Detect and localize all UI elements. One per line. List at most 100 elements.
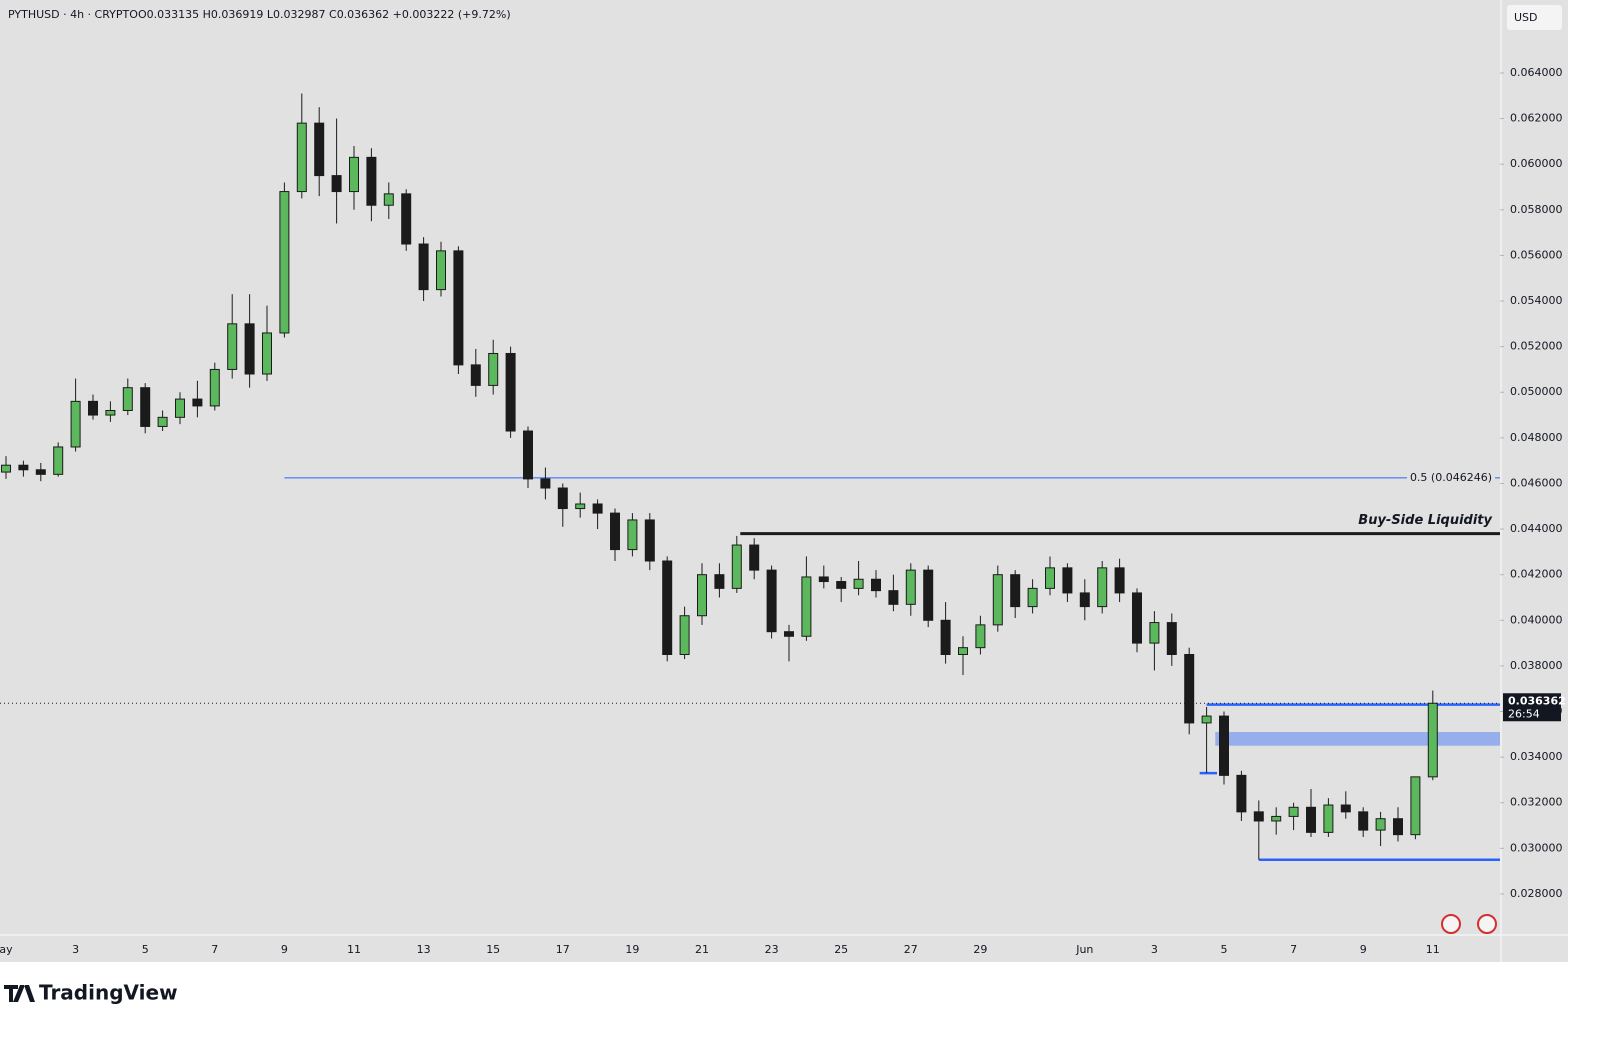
candle-body [1132,592,1142,644]
candle-body [958,647,968,655]
candle-body [1219,715,1229,776]
x-tick-label: 11 [1426,943,1440,956]
current-price-box [1503,693,1561,722]
candle-body [1358,811,1369,831]
candle-body [1027,587,1038,608]
x-tick-label: ay [0,943,13,956]
currency-button[interactable] [1507,5,1562,30]
y-tick-label: 0.030000 [1510,841,1563,854]
candle-body [1149,622,1160,644]
candle-body [1253,811,1264,822]
candle-body [1410,776,1421,836]
x-tick-label: 5 [1221,943,1228,956]
level-label: 0.5 (0.046246) [1410,471,1492,484]
candle-body [244,323,255,375]
candle-body [662,560,673,655]
candle-body [470,364,481,386]
candle-body [18,464,29,471]
candle-body [592,503,603,514]
y-tick-label: 0.040000 [1510,613,1563,626]
candle-body [1427,702,1438,778]
y-tick-label: 0.050000 [1510,385,1563,398]
candle-body [209,368,220,407]
chart-background [0,0,1568,962]
candle-body [697,574,707,617]
chart-title: PYTHUSD · 4h · CRYPTO [8,8,138,21]
candle-body [436,250,446,291]
x-tick-label: 3 [72,943,79,956]
x-tick-label: 17 [556,943,570,956]
candle-body [679,615,690,655]
level-label-bg [1406,470,1495,484]
candle-body [871,578,881,592]
x-tick-label: 15 [486,943,500,956]
candle-body [731,544,742,589]
candle-body [749,544,760,571]
y-tick-label: 0.060000 [1510,157,1563,170]
brand-name: TradingView [39,981,178,1005]
candle-body [279,191,290,334]
candle-body [1184,654,1195,724]
ohlc-readout: O0.033135 H0.036919 L0.032987 C0.036362 … [138,8,511,21]
candle-body [1340,804,1351,813]
y-tick-label: 0.056000 [1510,248,1563,261]
x-tick-label: 3 [1151,943,1158,956]
candle-body [1201,715,1212,724]
y-tick-label: 0.028000 [1510,887,1563,900]
candle-body [1,464,11,473]
candle-body [523,430,533,480]
candle-body [1114,567,1125,594]
candle-body [1323,804,1334,833]
y-tick-label: 0.046000 [1510,476,1563,489]
candle-body [540,478,551,489]
y-tick-label: 0.054000 [1510,294,1563,307]
candle-body [296,122,307,193]
x-tick-label: 7 [1290,943,1297,956]
x-tick-label: 5 [142,943,149,956]
y-tick-label: 0.034000 [1510,750,1563,763]
candle-body [1236,774,1247,813]
event-icon[interactable] [1441,914,1461,934]
y-tick-label: 0.058000 [1510,203,1563,216]
candle-body [905,569,916,605]
candle-body [801,576,812,637]
candle-body [1306,806,1316,833]
x-tick-label: 23 [765,943,779,956]
currency[interactable]: USD [1514,11,1538,24]
candle-body [1097,567,1108,608]
fvg-zone [1215,732,1500,746]
candle-body [35,469,46,475]
candle-body [1375,818,1386,831]
candle-body [575,503,586,510]
x-tick-label: 25 [834,943,848,956]
candle-body [453,250,464,366]
candle-body [940,619,951,655]
candle-body [1045,567,1055,589]
x-tick-label: 9 [1360,943,1367,956]
level-label: Buy-Side Liquidity [1358,513,1492,528]
x-tick-label: 13 [417,943,431,956]
candle-body [714,574,725,589]
y-tick-label: 0.038000 [1510,659,1563,672]
x-tick-label: 27 [904,943,918,956]
candle-body [401,193,412,245]
countdown: 26:54 [1508,707,1540,720]
x-tick-label: 7 [211,943,218,956]
event-icon[interactable] [1477,914,1497,934]
candle-body [853,578,864,589]
y-tick-label: 0.042000 [1510,568,1563,581]
candle-body [644,519,655,562]
candle-body [888,590,899,605]
x-tick-label: 21 [695,943,709,956]
candle-body [349,156,359,193]
brand-logo [4,985,35,1002]
candle-body [1166,622,1177,656]
y-tick-label: 0.048000 [1510,431,1563,444]
x-tick-label: 9 [281,943,288,956]
y-tick-label: 0.052000 [1510,340,1563,353]
candle-body [53,446,64,475]
candle-body [175,398,185,418]
candle-body [505,352,516,432]
y-tick-label: 0.062000 [1510,112,1563,125]
